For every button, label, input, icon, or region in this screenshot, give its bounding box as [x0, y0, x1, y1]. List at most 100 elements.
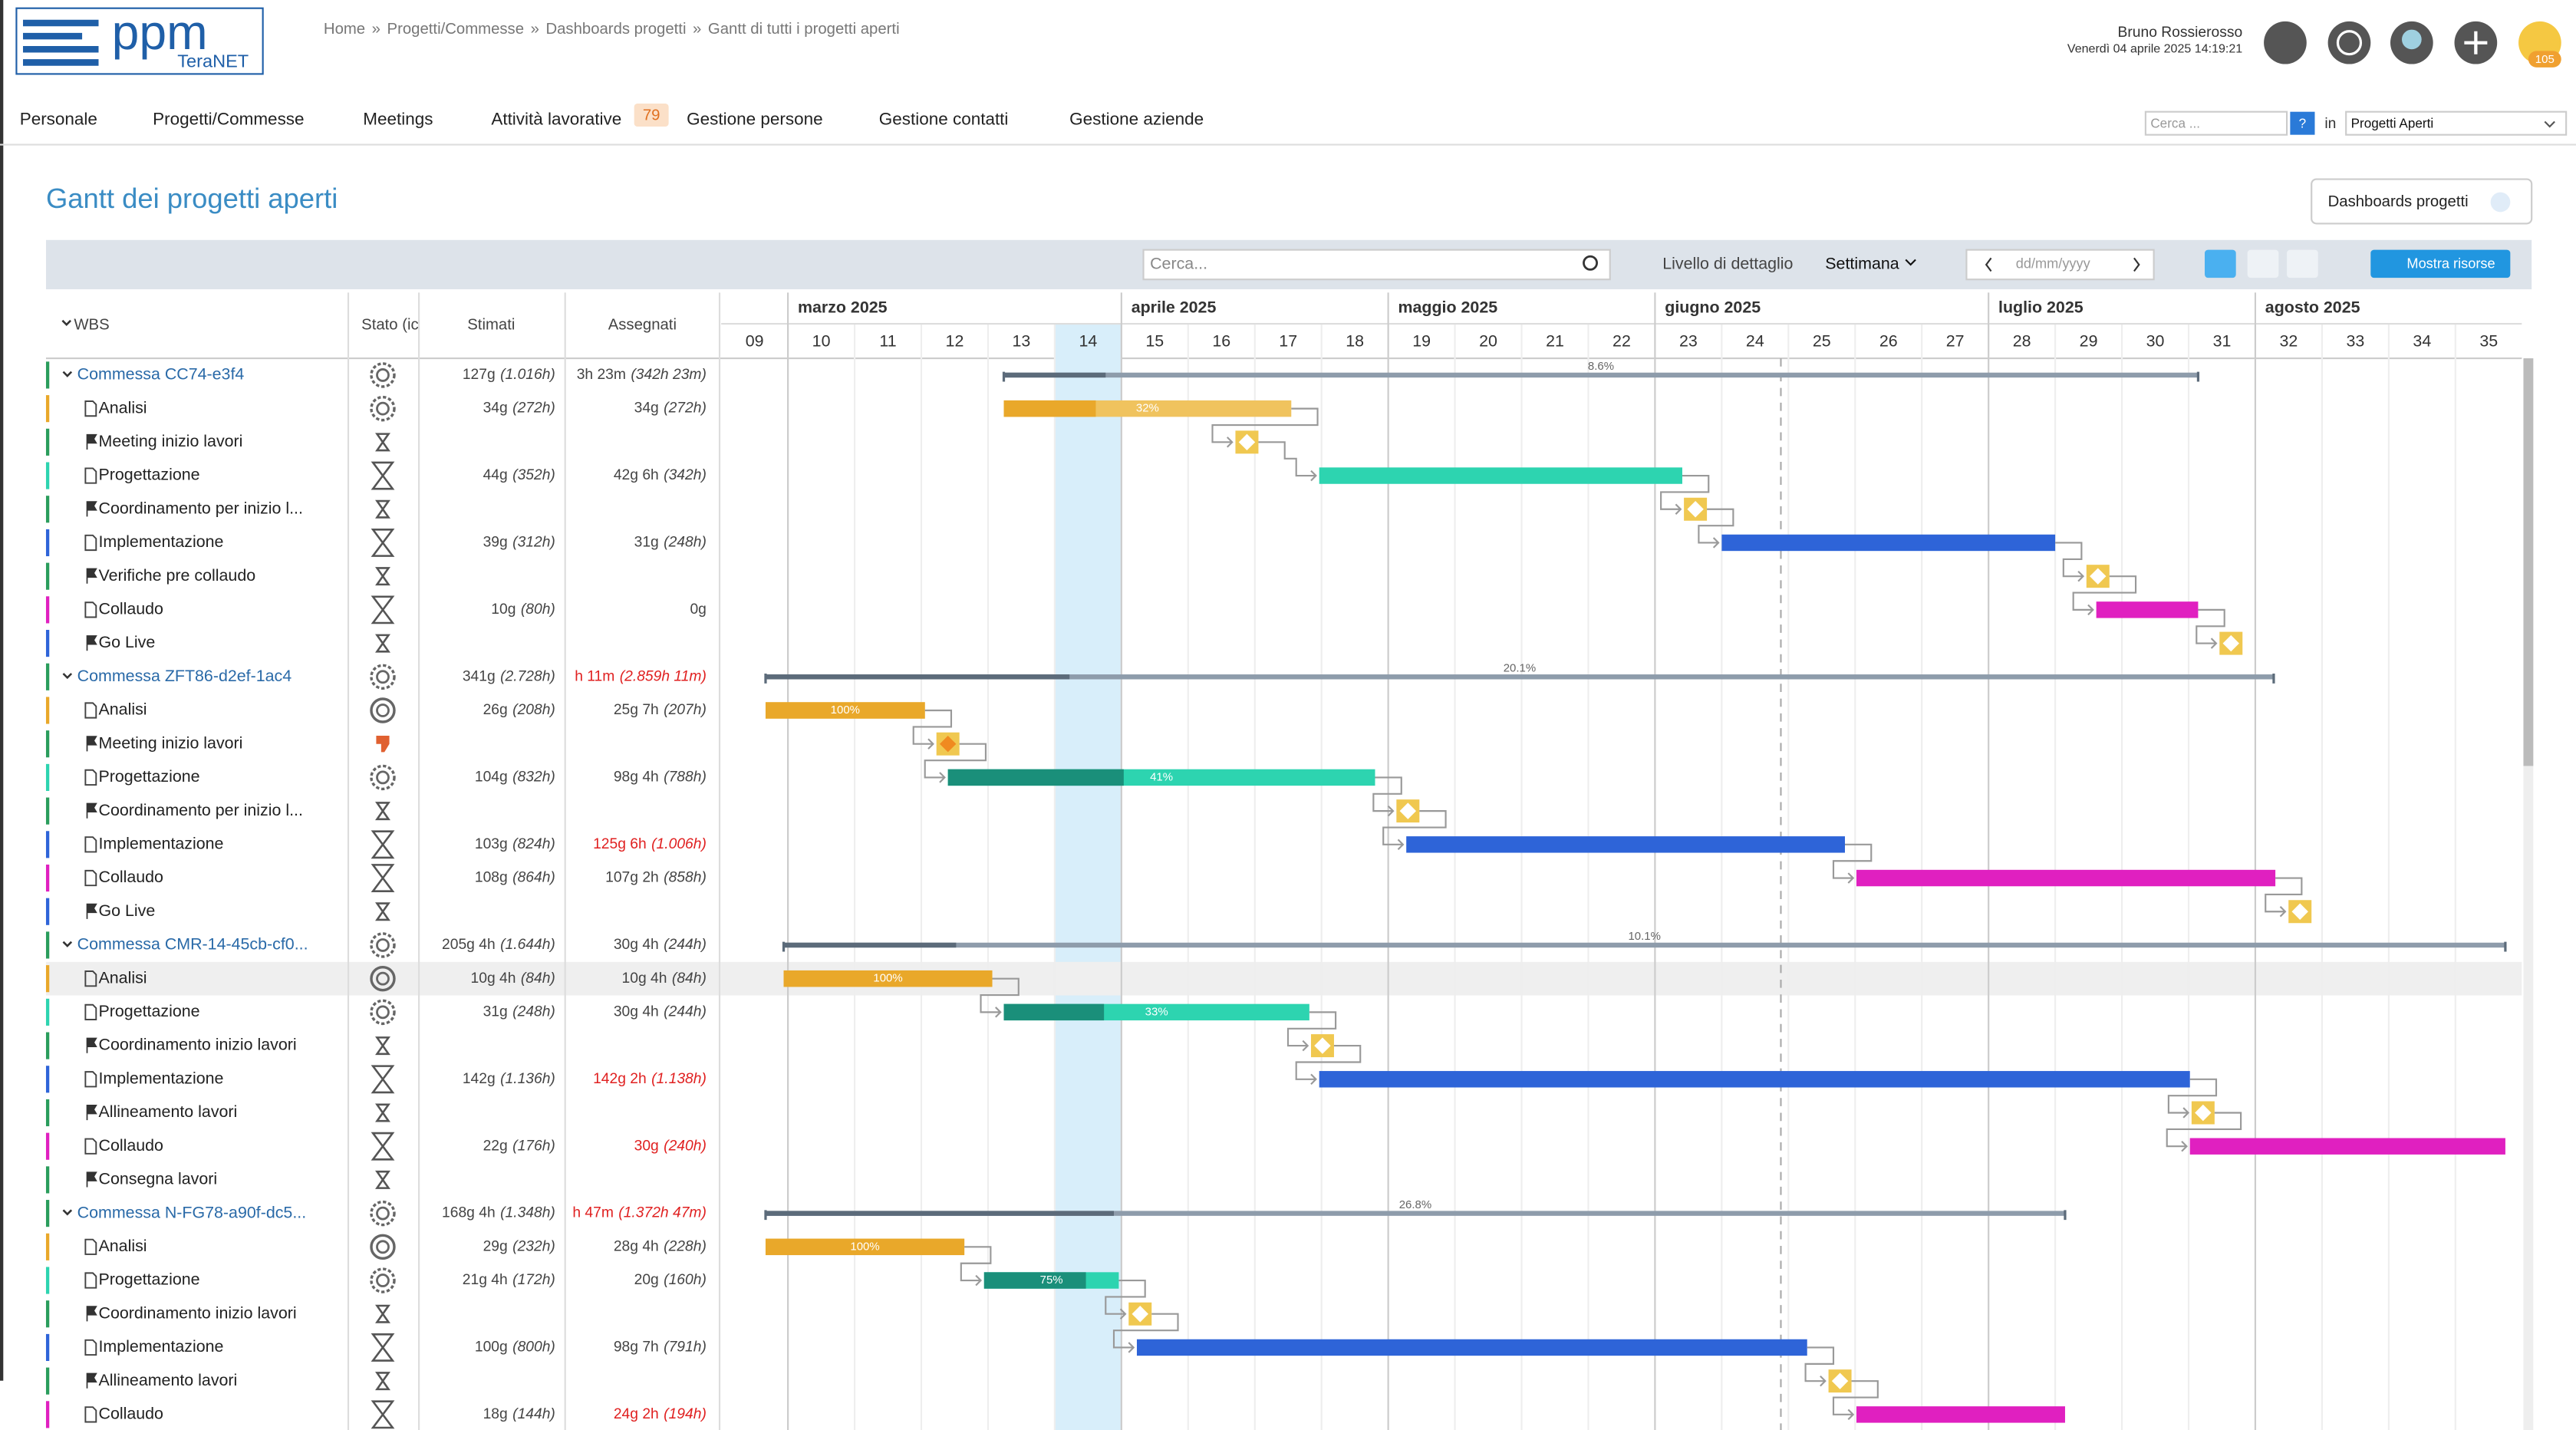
- estimated-hours: (176h): [512, 1138, 555, 1154]
- expand-toggle[interactable]: [62, 941, 73, 947]
- scrollbar-thumb[interactable]: [2523, 358, 2534, 766]
- task-name[interactable]: Collaudo: [98, 1136, 163, 1155]
- dependency-arrow: [980, 977, 1020, 1018]
- task-bar[interactable]: [1856, 1406, 2065, 1423]
- detail-select[interactable]: Settimana: [1825, 255, 1899, 273]
- date-arrows[interactable]: [1985, 257, 2140, 272]
- breadcrumb-item[interactable]: Progetti/Commesse: [387, 21, 524, 38]
- task-name[interactable]: Implementazione: [98, 532, 223, 551]
- task-icon: [84, 400, 97, 417]
- week-label: 31: [2213, 331, 2232, 350]
- task-name[interactable]: Analisi: [98, 968, 147, 987]
- assigned-hours: (84h): [672, 970, 707, 987]
- task-name[interactable]: Consegna lavori: [98, 1170, 217, 1188]
- gantt-search[interactable]: [1142, 249, 1611, 281]
- help-text: ?: [2299, 115, 2307, 130]
- estimated-hours: (144h): [512, 1406, 555, 1422]
- task-name[interactable]: Progettazione: [98, 767, 199, 786]
- task-bar[interactable]: [1856, 869, 2276, 887]
- task-name[interactable]: Analisi: [98, 1237, 147, 1255]
- assigned-days: 28g 4h: [614, 1238, 659, 1254]
- task-bar[interactable]: [1721, 534, 2056, 552]
- project-name[interactable]: Commessa ZFT86-d2ef-1ac4: [77, 667, 292, 685]
- week-label: 35: [2479, 331, 2498, 350]
- task-name[interactable]: Meeting inizio lavori: [98, 733, 242, 752]
- project-name[interactable]: Commessa CC74-e3f4: [77, 365, 245, 384]
- expand-toggle[interactable]: [62, 1209, 73, 1216]
- task-name[interactable]: Coordinamento inizio lavori: [98, 1303, 296, 1322]
- nav-search[interactable]: [2144, 110, 2288, 136]
- task-bar[interactable]: [1136, 1339, 1807, 1356]
- expand-toggle[interactable]: [62, 371, 73, 377]
- nav-item[interactable]: Meetings: [363, 109, 433, 128]
- task-icon: [84, 601, 97, 618]
- nav-item[interactable]: Gestione persone: [687, 109, 822, 128]
- column-header[interactable]: Stimati: [467, 317, 515, 334]
- task-name[interactable]: Collaudo: [98, 868, 163, 886]
- column-header[interactable]: Assegnati: [608, 317, 677, 334]
- resources-button[interactable]: [2370, 249, 2511, 278]
- expand-toggle[interactable]: [62, 673, 73, 680]
- task-name[interactable]: Coordinamento per inizio l...: [98, 801, 302, 819]
- task-name[interactable]: Analisi: [98, 700, 147, 719]
- task-bar[interactable]: [2189, 1138, 2505, 1155]
- column-header[interactable]: Stato (ic: [361, 317, 419, 334]
- comments-toggle[interactable]: [2205, 249, 2236, 278]
- task-name[interactable]: Progettazione: [98, 1002, 199, 1020]
- task-icon: [84, 1138, 97, 1155]
- task-name[interactable]: Meeting inizio lavori: [98, 432, 242, 450]
- logo-sub: TeraNET: [177, 51, 249, 71]
- row-stripe: [45, 965, 50, 993]
- logo[interactable]: ppm TeraNET: [15, 5, 264, 75]
- task-bar[interactable]: [1319, 1071, 2190, 1088]
- nav-item[interactable]: Gestione contatti: [879, 109, 1009, 128]
- help-button[interactable]: [2290, 111, 2315, 135]
- dependency-arrow: [1258, 441, 1317, 482]
- scope-select[interactable]: [2345, 110, 2568, 136]
- dashboards-button[interactable]: [2311, 178, 2533, 225]
- apps-button[interactable]: [2264, 21, 2307, 64]
- history-button[interactable]: [2327, 21, 2371, 64]
- task-progress: [947, 769, 1124, 786]
- row-stripe: [45, 462, 50, 489]
- column-header[interactable]: WBS: [74, 317, 109, 334]
- task-bar[interactable]: [2096, 601, 2199, 618]
- nav-item[interactable]: Progetti/Commesse: [153, 109, 304, 128]
- task-name[interactable]: Analisi: [98, 398, 147, 417]
- task-bar[interactable]: [1319, 467, 1682, 484]
- nav-item[interactable]: Personale: [20, 109, 97, 128]
- dependency-arrow: [2166, 1112, 2242, 1152]
- task-name[interactable]: Allineamento lavori: [98, 1371, 237, 1389]
- task-name[interactable]: Coordinamento inizio lavori: [98, 1036, 296, 1054]
- week-label: 24: [1746, 331, 1764, 350]
- task-bar[interactable]: [1406, 836, 1845, 853]
- project-name[interactable]: Commessa CMR-14-45cb-cf0...: [77, 935, 308, 954]
- task-name[interactable]: Verifiche pre collaudo: [98, 566, 255, 585]
- task-name[interactable]: Collaudo: [98, 1405, 163, 1423]
- breadcrumb-item[interactable]: Dashboards progetti: [545, 21, 686, 38]
- date-placeholder[interactable]: dd/mm/yyyy: [2016, 256, 2091, 272]
- task-name[interactable]: Implementazione: [98, 1069, 223, 1087]
- row-stripe: [45, 562, 50, 590]
- settings-button[interactable]: [2287, 249, 2318, 278]
- dependency-arrow: [1295, 1045, 1362, 1085]
- task-name[interactable]: Collaudo: [98, 600, 163, 618]
- task-name[interactable]: Coordinamento per inizio l...: [98, 499, 302, 517]
- task-name[interactable]: Go Live: [98, 633, 155, 651]
- task-name[interactable]: Implementazione: [98, 834, 223, 852]
- project-name[interactable]: Commessa N-FG78-a90f-dc5...: [77, 1203, 307, 1221]
- breadcrumb-item[interactable]: Home: [324, 21, 365, 38]
- pdf-button[interactable]: [2247, 249, 2279, 278]
- task-name[interactable]: Progettazione: [98, 466, 199, 484]
- status-icon: [375, 1304, 390, 1323]
- status-icon: [371, 529, 395, 557]
- task-name[interactable]: Go Live: [98, 901, 155, 920]
- nav-item[interactable]: Gestione aziende: [1069, 109, 1204, 128]
- task-name[interactable]: Implementazione: [98, 1337, 223, 1356]
- breadcrumb-item[interactable]: Gantt di tutti i progetti aperti: [708, 21, 900, 38]
- task-name[interactable]: Allineamento lavori: [98, 1102, 237, 1121]
- nav-item[interactable]: Attività lavorative: [491, 109, 621, 128]
- wbs-collapse[interactable]: [61, 319, 71, 326]
- task-name[interactable]: Progettazione: [98, 1270, 199, 1289]
- task-icon: [84, 1238, 97, 1255]
